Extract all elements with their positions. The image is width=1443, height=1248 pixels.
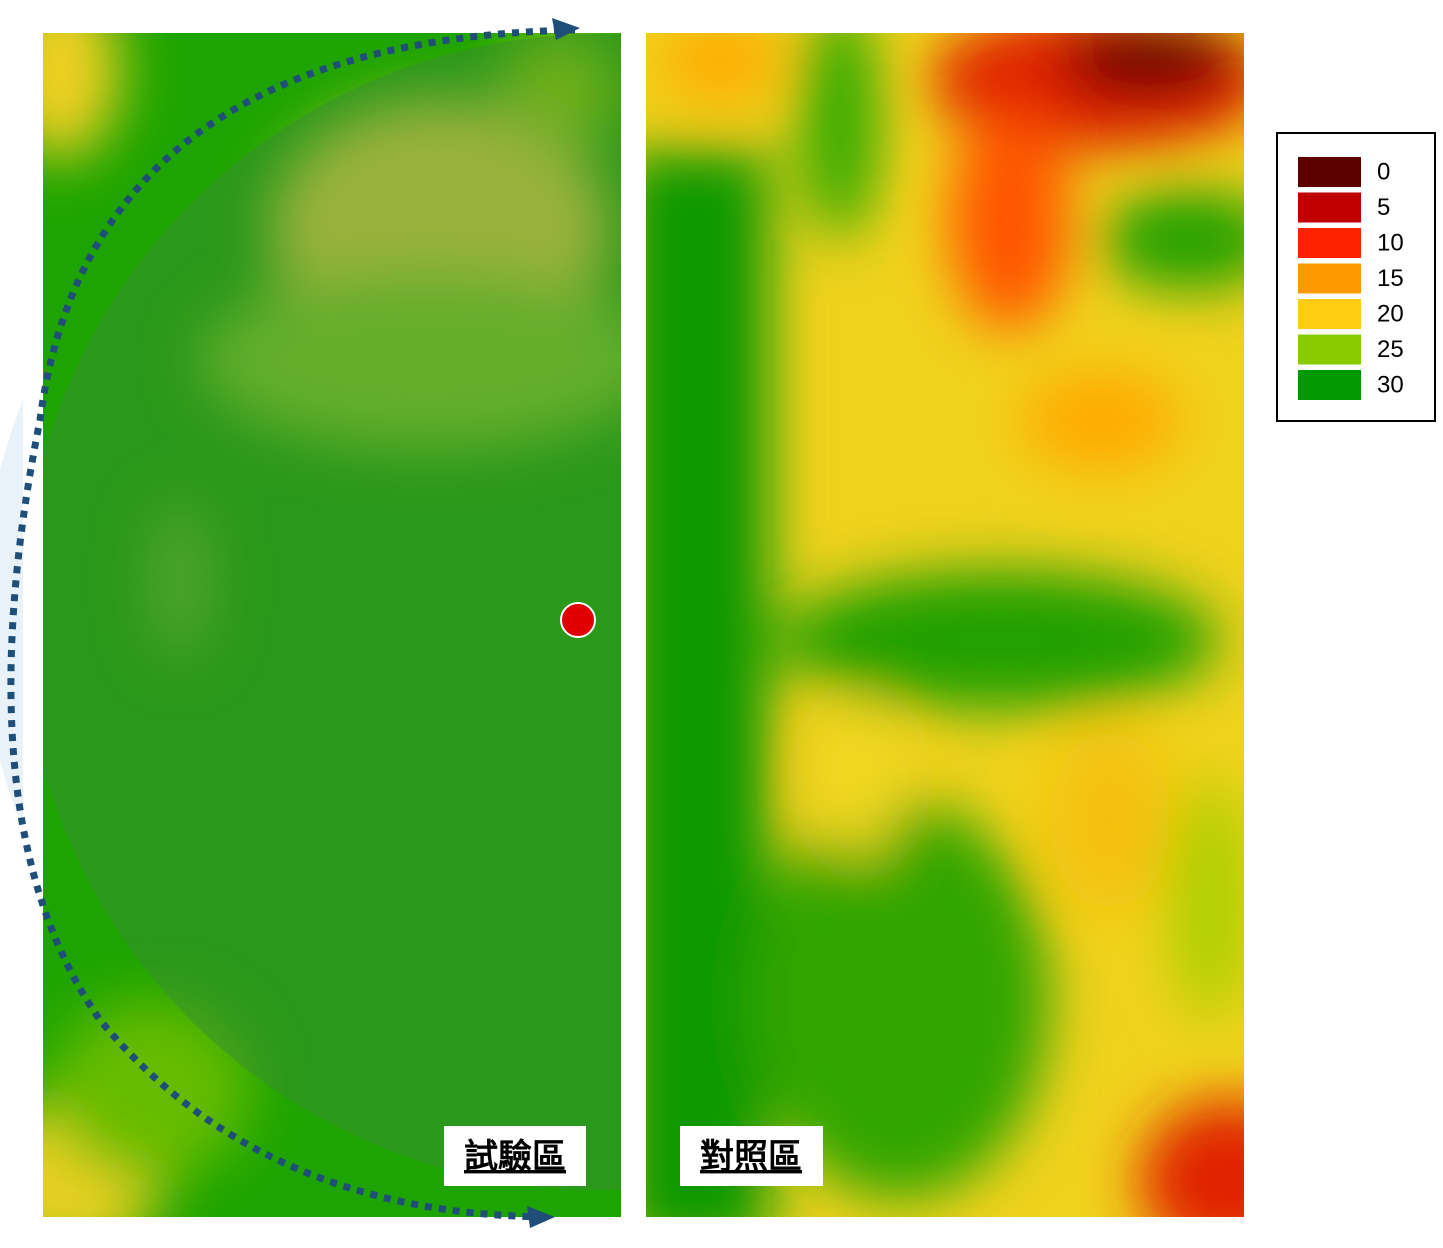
panel-label: 對照區: [700, 1137, 802, 1177]
legend-swatch: [1298, 370, 1361, 400]
label-box: [444, 1126, 586, 1186]
legend-label: 10: [1377, 229, 1404, 256]
point: [560, 602, 596, 638]
legend-swatch: [1298, 299, 1361, 329]
legend-label: 0: [1377, 158, 1390, 185]
legend-swatch: [1298, 228, 1361, 258]
legend-swatch: [1298, 157, 1361, 187]
panel-label: 試驗區: [464, 1137, 566, 1177]
legend-swatch: [1298, 192, 1361, 223]
control-area-map: [646, 33, 1244, 1217]
legend-label: 25: [1377, 336, 1404, 363]
legend-label: 20: [1377, 300, 1404, 327]
legend-label: 5: [1377, 194, 1390, 221]
label-box: [680, 1126, 823, 1186]
legend-items: 0 5 10 15 20 25 30: [1298, 157, 1404, 400]
legend-swatch: [1298, 263, 1361, 294]
legend-label: 30: [1377, 371, 1404, 398]
arrow-head: [552, 18, 580, 40]
test-area-map: [43, 33, 621, 1217]
legend-label: 15: [1377, 265, 1404, 292]
dotted-arc: [7, 26, 576, 1221]
legend-swatch: [1298, 334, 1361, 365]
arrow-head: [527, 1206, 555, 1228]
